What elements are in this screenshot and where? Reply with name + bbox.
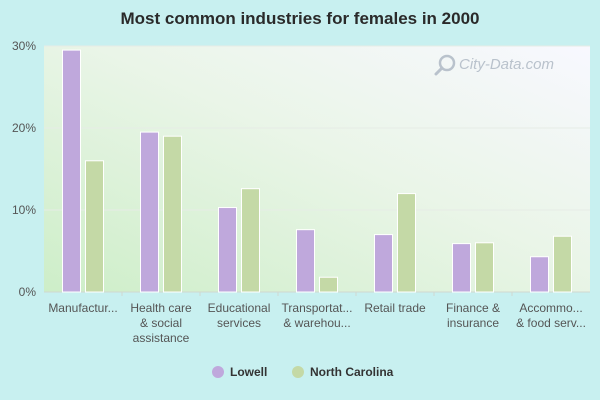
bars — [62, 49, 572, 293]
bar-north-carolina[interactable] — [85, 160, 104, 293]
category-label: Manufactur... — [48, 301, 117, 315]
bar-north-carolina[interactable] — [241, 188, 260, 293]
y-axis-ticks: 0% 10% 20% 30% — [12, 39, 36, 299]
y-tick-label: 0% — [19, 285, 37, 299]
bar-north-carolina[interactable] — [397, 193, 416, 293]
category-label: Accommo... & food serv... — [516, 301, 586, 330]
bar-lowell[interactable] — [374, 234, 393, 293]
legend-swatch — [292, 366, 304, 378]
category-label: Educational services — [208, 301, 271, 330]
watermark-text: City-Data.com — [459, 56, 554, 73]
gridlines — [44, 45, 590, 293]
bar-lowell[interactable] — [296, 229, 315, 293]
watermark: City-Data.com — [434, 54, 554, 76]
bar-north-carolina[interactable] — [163, 135, 182, 293]
bar-lowell[interactable] — [530, 256, 549, 293]
bar-lowell[interactable] — [218, 207, 237, 293]
x-axis-categories: Manufactur... Health care & social assistan… — [48, 292, 586, 345]
magnifier-icon — [434, 54, 456, 76]
legend-label: North Carolina — [310, 365, 394, 379]
bar-lowell[interactable] — [452, 243, 471, 293]
y-tick-label: 30% — [12, 39, 36, 53]
bar-north-carolina[interactable] — [319, 276, 338, 293]
category-label: Retail trade — [364, 301, 426, 315]
y-tick-label: 10% — [12, 203, 36, 217]
legend-swatch — [212, 366, 224, 378]
bar-lowell[interactable] — [140, 131, 159, 293]
y-tick-label: 20% — [12, 121, 36, 135]
plot-area — [44, 46, 590, 292]
category-label: Transportat... & warehou... — [282, 301, 353, 330]
chart-title: Most common industries for females in 20… — [121, 9, 480, 28]
bar-north-carolina[interactable] — [475, 242, 494, 293]
bar-lowell[interactable] — [62, 49, 81, 293]
legend-label: Lowell — [230, 365, 267, 379]
bar-north-carolina[interactable] — [553, 235, 572, 293]
category-label: Finance & insurance — [446, 301, 500, 330]
category-label: Health care & social assistance — [130, 301, 192, 345]
legend: Lowell North Carolina — [212, 365, 394, 379]
